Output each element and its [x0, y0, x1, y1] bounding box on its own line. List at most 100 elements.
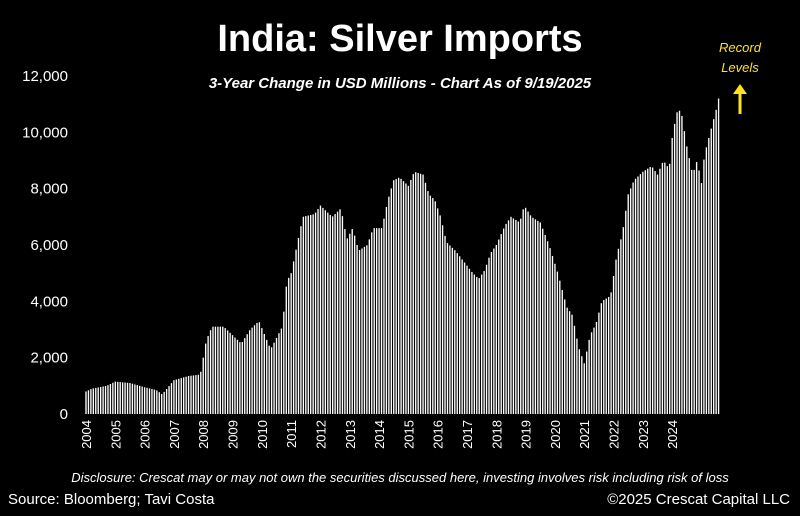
bar	[121, 382, 124, 414]
bar	[268, 345, 270, 414]
bar	[104, 386, 107, 414]
bar	[302, 216, 305, 414]
disclosure-text: Disclosure: Crescat may or may not own t…	[71, 470, 729, 485]
bar	[515, 219, 517, 414]
bar	[681, 115, 683, 415]
bar	[349, 233, 351, 414]
bar	[185, 376, 187, 414]
bar	[556, 271, 559, 414]
bar	[510, 216, 512, 414]
bar	[532, 217, 534, 414]
bar	[190, 375, 192, 414]
bar	[361, 248, 363, 414]
bar	[444, 235, 446, 414]
bar	[351, 229, 353, 414]
bar	[656, 174, 659, 414]
bar	[168, 386, 170, 414]
bar	[231, 335, 234, 414]
bar	[305, 216, 307, 414]
bar	[148, 388, 151, 414]
bar	[546, 241, 549, 414]
bar	[390, 188, 392, 414]
bar	[573, 325, 576, 414]
bar	[629, 188, 632, 414]
bar	[507, 220, 510, 414]
bar	[393, 180, 395, 414]
bar	[517, 221, 519, 414]
bar	[180, 378, 182, 414]
bar	[651, 167, 654, 414]
bar	[219, 326, 221, 414]
bar	[202, 357, 204, 414]
bar	[217, 326, 219, 414]
record-arrow-icon	[733, 84, 747, 114]
bar	[505, 223, 507, 414]
x-tick-label: 2021	[577, 420, 592, 449]
bar	[439, 215, 441, 414]
bar	[334, 214, 336, 414]
x-tick-label: 2023	[636, 420, 651, 449]
bar	[327, 212, 329, 414]
bar	[314, 212, 317, 414]
bar	[419, 173, 422, 414]
bar	[502, 228, 505, 414]
bar	[429, 195, 432, 414]
bar	[353, 235, 356, 414]
bar	[200, 371, 202, 414]
bar	[693, 169, 695, 414]
x-axis: 2004 2005 2006 2007 2008 2009 2010 2011 2012 2013…	[79, 420, 680, 449]
bar	[666, 166, 668, 414]
bar	[664, 162, 666, 414]
bar	[117, 381, 119, 414]
bar	[471, 271, 473, 414]
x-tick-label: 2017	[460, 420, 475, 449]
bar	[710, 128, 712, 414]
bar	[195, 375, 197, 414]
bar	[99, 386, 102, 414]
x-tick-label: 2009	[226, 420, 241, 449]
bar	[197, 374, 200, 414]
bar	[266, 339, 268, 414]
bar	[549, 248, 551, 414]
bar	[239, 342, 241, 414]
bar	[175, 379, 178, 414]
bar	[124, 382, 126, 414]
bar	[673, 123, 676, 414]
bar	[498, 239, 500, 414]
bar	[283, 311, 285, 414]
bar	[397, 177, 400, 414]
bar	[608, 296, 610, 414]
bar	[468, 268, 471, 414]
bar	[373, 228, 375, 414]
bar	[256, 322, 258, 414]
bar	[261, 328, 263, 414]
bar	[129, 383, 131, 414]
bar	[292, 261, 295, 414]
bar	[346, 238, 348, 414]
bar	[319, 205, 322, 414]
bar	[95, 387, 97, 414]
bar	[659, 168, 661, 414]
bar	[248, 330, 251, 414]
bar	[717, 98, 720, 414]
bar	[642, 171, 644, 414]
bar	[490, 252, 493, 414]
bar	[595, 321, 598, 414]
bar	[512, 218, 515, 414]
bar	[588, 339, 590, 414]
bar	[317, 209, 319, 414]
bar	[336, 211, 339, 414]
bar	[341, 216, 344, 414]
bar	[568, 311, 571, 414]
bar	[695, 162, 698, 414]
bar	[564, 299, 566, 414]
x-tick-label: 2012	[314, 420, 329, 449]
y-tick-label: 8,000	[30, 181, 68, 198]
bar	[617, 248, 620, 414]
bar	[388, 196, 390, 414]
bar	[114, 381, 116, 414]
x-tick-label: 2007	[167, 420, 182, 449]
bar	[226, 330, 229, 414]
bar	[275, 337, 278, 414]
bar	[324, 210, 327, 414]
